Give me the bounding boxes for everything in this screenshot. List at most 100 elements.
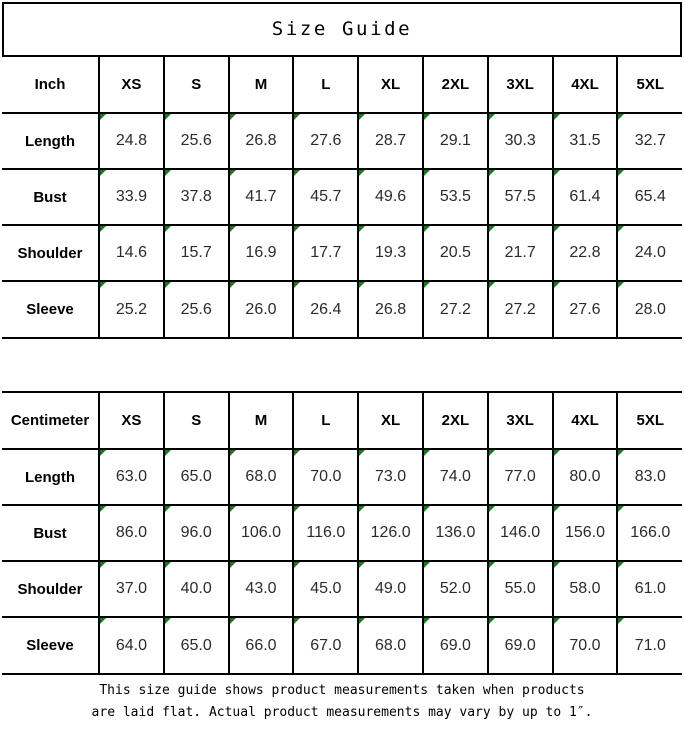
table-row: Length 24.8 25.6 26.8 27.6 28.7 29.1 30.3 31.5 32… — [2, 113, 683, 170]
measurement-cell: 49.0 — [358, 561, 424, 618]
unit-header-inch: Inch — [2, 57, 100, 114]
measurement-cell: 17.7 — [293, 225, 360, 282]
size-table-inch: Inch XS S M L XL 2XL 3XL 4XL 5XL Length 24.8 25.6 26.… — [2, 57, 683, 337]
table-row: Sleeve 64.0 65.0 66.0 67.0 68.0 69.0 69.0 70.0 71… — [2, 617, 683, 673]
measurement-cell: 52.0 — [422, 561, 489, 618]
table-row: Length 63.0 65.0 68.0 70.0 73.0 74.0 77.0 80.0 83… — [2, 449, 683, 506]
measurement-label-shoulder: Shoulder — [2, 225, 100, 282]
measurement-cell: 25.6 — [163, 281, 230, 337]
measurement-cell: 53.5 — [422, 169, 489, 226]
measurement-cell: 86.0 — [99, 505, 165, 562]
size-header-4xl: 4XL — [552, 57, 619, 114]
measurement-cell: 43.0 — [228, 561, 295, 618]
measurement-cell: 57.5 — [487, 169, 554, 226]
measurement-label-sleeve: Sleeve — [2, 617, 100, 673]
table-row: Shoulder 14.6 15.7 16.9 17.7 19.3 20.5 21.7 22.8… — [2, 225, 683, 282]
table-row: Bust 33.9 37.8 41.7 45.7 49.6 53.5 57.5 61.4 65.4 — [2, 169, 683, 226]
size-table-centimeter-body: Centimeter XS S M L XL 2XL 3XL 4XL 5XL Length 63.0 6… — [2, 393, 683, 673]
measurement-cell: 83.0 — [617, 449, 683, 506]
measurement-cell: 116.0 — [293, 505, 360, 562]
measurement-cell: 63.0 — [99, 449, 165, 506]
table-header-row: Centimeter XS S M L XL 2XL 3XL 4XL 5XL — [2, 393, 683, 450]
measurement-cell: 80.0 — [552, 449, 619, 506]
size-header-2xl: 2XL — [422, 393, 489, 450]
measurement-cell: 25.2 — [99, 281, 165, 337]
measurement-label-bust: Bust — [2, 505, 100, 562]
measurement-cell: 69.0 — [487, 617, 554, 673]
measurement-cell: 25.6 — [163, 113, 230, 170]
measurement-cell: 66.0 — [228, 617, 295, 673]
size-header-3xl: 3XL — [487, 393, 554, 450]
measurement-cell: 69.0 — [422, 617, 489, 673]
measurement-cell: 126.0 — [358, 505, 424, 562]
measurement-label-shoulder: Shoulder — [2, 561, 100, 618]
footer-note: This size guide shows product measuremen… — [2, 673, 682, 728]
measurement-label-bust: Bust — [2, 169, 100, 226]
measurement-cell: 41.7 — [228, 169, 295, 226]
measurement-cell: 156.0 — [552, 505, 619, 562]
measurement-cell: 27.2 — [422, 281, 489, 337]
measurement-cell: 58.0 — [552, 561, 619, 618]
measurement-cell: 70.0 — [293, 449, 360, 506]
size-header-s: S — [163, 57, 230, 114]
measurement-cell: 27.6 — [552, 281, 619, 337]
measurement-cell: 15.7 — [163, 225, 230, 282]
measurement-cell: 65.0 — [163, 617, 230, 673]
size-table-centimeter: Centimeter XS S M L XL 2XL 3XL 4XL 5XL Length 63.0 6… — [2, 393, 683, 673]
size-header-s: S — [163, 393, 230, 450]
measurement-cell: 37.0 — [99, 561, 165, 618]
page-title: Size Guide — [271, 17, 413, 40]
measurement-cell: 65.4 — [617, 169, 683, 226]
measurement-cell: 67.0 — [293, 617, 360, 673]
measurement-cell: 49.6 — [358, 169, 424, 226]
measurement-cell: 24.8 — [99, 113, 165, 170]
measurement-cell: 19.3 — [358, 225, 424, 282]
measurement-cell: 21.7 — [487, 225, 554, 282]
size-header-m: M — [228, 57, 295, 114]
footer-note-line-2: are laid flat. Actual product measuremen… — [91, 704, 593, 720]
measurement-cell: 146.0 — [487, 505, 554, 562]
measurement-cell: 45.7 — [293, 169, 360, 226]
measurement-cell: 26.8 — [228, 113, 295, 170]
size-header-m: M — [228, 393, 295, 450]
measurement-cell: 68.0 — [228, 449, 295, 506]
size-header-3xl: 3XL — [487, 57, 554, 114]
measurement-cell: 26.4 — [293, 281, 360, 337]
size-header-5xl: 5XL — [617, 57, 683, 114]
size-header-xs: XS — [99, 393, 165, 450]
size-table-inch-body: Inch XS S M L XL 2XL 3XL 4XL 5XL Length 24.8 25.6 26.… — [2, 57, 683, 337]
measurement-cell: 22.8 — [552, 225, 619, 282]
measurement-cell: 71.0 — [617, 617, 683, 673]
table-row: Bust 86.0 96.0 106.0 116.0 126.0 136.0 146.0 156… — [2, 505, 683, 562]
measurement-cell: 61.0 — [617, 561, 683, 618]
size-header-xl: XL — [358, 393, 424, 450]
measurement-cell: 64.0 — [99, 617, 165, 673]
measurement-cell: 29.1 — [422, 113, 489, 170]
measurement-cell: 30.3 — [487, 113, 554, 170]
measurement-cell: 74.0 — [422, 449, 489, 506]
measurement-cell: 33.9 — [99, 169, 165, 226]
measurement-label-sleeve: Sleeve — [2, 281, 100, 337]
size-header-4xl: 4XL — [552, 393, 619, 450]
measurement-cell: 16.9 — [228, 225, 295, 282]
measurement-cell: 40.0 — [163, 561, 230, 618]
measurement-cell: 37.8 — [163, 169, 230, 226]
size-header-2xl: 2XL — [422, 57, 489, 114]
measurement-cell: 136.0 — [422, 505, 489, 562]
measurement-cell: 96.0 — [163, 505, 230, 562]
measurement-cell: 26.0 — [228, 281, 295, 337]
measurement-cell: 27.2 — [487, 281, 554, 337]
table-row: Shoulder 37.0 40.0 43.0 45.0 49.0 52.0 55.0 58.0… — [2, 561, 683, 618]
size-header-xs: XS — [99, 57, 165, 114]
measurement-cell: 31.5 — [552, 113, 619, 170]
size-header-l: L — [293, 57, 360, 114]
measurement-label-length: Length — [2, 113, 100, 170]
measurement-cell: 28.7 — [358, 113, 424, 170]
unit-header-centimeter: Centimeter — [2, 393, 100, 450]
measurement-cell: 77.0 — [487, 449, 554, 506]
measurement-cell: 32.7 — [617, 113, 683, 170]
table-spacer-row — [2, 337, 682, 393]
size-header-5xl: 5XL — [617, 393, 683, 450]
measurement-cell: 68.0 — [358, 617, 424, 673]
